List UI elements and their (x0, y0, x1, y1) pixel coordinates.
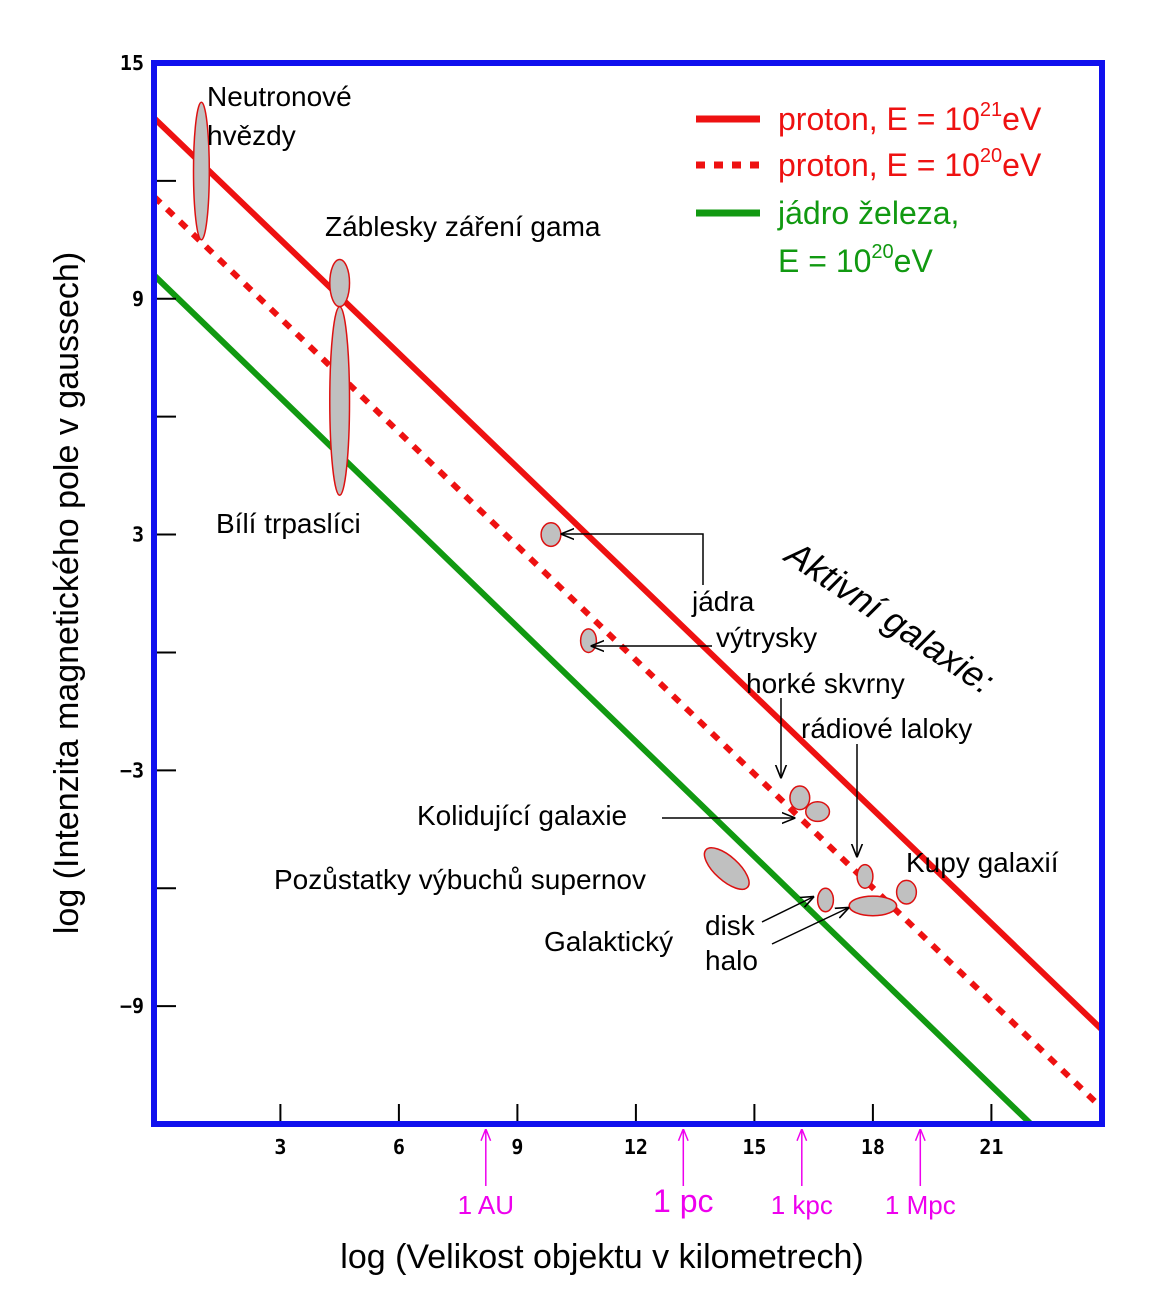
region-bili-trpaslici (329, 305, 351, 497)
region-vytrysky (579, 628, 598, 654)
legend-label-1: proton, E = 1020eV (778, 145, 1042, 183)
region-radiove-laloky (805, 801, 831, 823)
label-white-dwarfs: Bílí trpaslíci (216, 508, 361, 539)
legend: proton, E = 1021eV proton, E = 1020eV jádr… (696, 99, 1042, 279)
arrow-halo (771, 908, 848, 945)
label-galactic: Galaktický (544, 926, 673, 957)
label-neutron-stars-line1: Neutronové (207, 81, 352, 112)
region-galakticky-disk (816, 887, 835, 913)
legend-label-2: jádro železa, (777, 195, 959, 231)
y-tick-label--9: −9 (120, 994, 144, 1018)
series-line-2 (151, 273, 1033, 1127)
label-halo: halo (705, 945, 758, 976)
y-tick-label--3: −3 (120, 758, 144, 782)
label-disk: disk (705, 910, 756, 941)
series-lines (151, 115, 1105, 1127)
plot-frame (151, 60, 1105, 1127)
label-jets: výtrysky (716, 622, 817, 653)
legend-label-0: proton, E = 1021eV (778, 99, 1042, 137)
scale-label-1-kpc: 1 kpc (771, 1190, 833, 1220)
scale-label-1-pc: 1 pc (653, 1183, 713, 1219)
x-tick-label-3: 3 (274, 1135, 286, 1159)
label-supernova-remnants: Pozůstatky výbuchů supernov (274, 864, 646, 895)
region-jadra (540, 522, 562, 548)
label-radio-lobes: rádiové laloky (801, 713, 972, 744)
region-neutronove-hvezdy (192, 101, 211, 241)
scale-label-1-mpc: 1 Mpc (885, 1190, 956, 1220)
label-colliding-galaxies: Kolidující galaxie (417, 800, 627, 831)
y-axis-title: log (Intenzita magnetického pole v gauss… (48, 252, 86, 934)
label-gamma-ray-bursts: Záblesky záření gama (325, 211, 601, 242)
label-galaxy-clusters: Kupy galaxií (906, 847, 1059, 878)
arrow-nuclei (562, 534, 704, 585)
series-line-1 (151, 194, 1105, 1111)
label-hot-spots: horké skvrny (746, 668, 905, 699)
region-kolidujici-galaxie (856, 863, 874, 889)
region-zablesky-zareni-gama (329, 258, 351, 308)
y-tick-label-9: 9 (132, 287, 144, 311)
x-axis-title: log (Velikost objektu v kilometrech) (340, 1238, 863, 1276)
region-pozustatky-vybuchu-supernov (703, 847, 750, 891)
legend-label-2-line2: E = 1020eV (778, 241, 933, 279)
scale-label-1-au: 1 AU (458, 1190, 514, 1220)
y-tick-label-15: 15 (120, 51, 144, 75)
x-tick-label-21: 21 (979, 1135, 1003, 1159)
x-tick-label-12: 12 (624, 1135, 648, 1159)
axis-ticks: 3 6 9 12 15 18 21 15 9 3 −3 −9 1 AU 1 pc 1 kpc 1 Mpc (120, 51, 1004, 1220)
label-neutron-stars-line2: hvězdy (207, 120, 296, 151)
x-tick-label-15: 15 (742, 1135, 766, 1159)
region-galakticky-halo (848, 895, 898, 917)
label-nuclei: jádra (691, 586, 755, 617)
y-tick-label-3: 3 (132, 523, 144, 547)
series-line-0 (151, 115, 1105, 1032)
arrow-disk (761, 897, 813, 923)
callout-arrows (562, 534, 857, 945)
x-tick-label-9: 9 (511, 1135, 523, 1159)
region-kupy-galaxii (895, 879, 918, 905)
x-tick-label-18: 18 (861, 1135, 885, 1159)
region-horke-skvrny (789, 785, 811, 811)
x-tick-label-6: 6 (393, 1135, 405, 1159)
